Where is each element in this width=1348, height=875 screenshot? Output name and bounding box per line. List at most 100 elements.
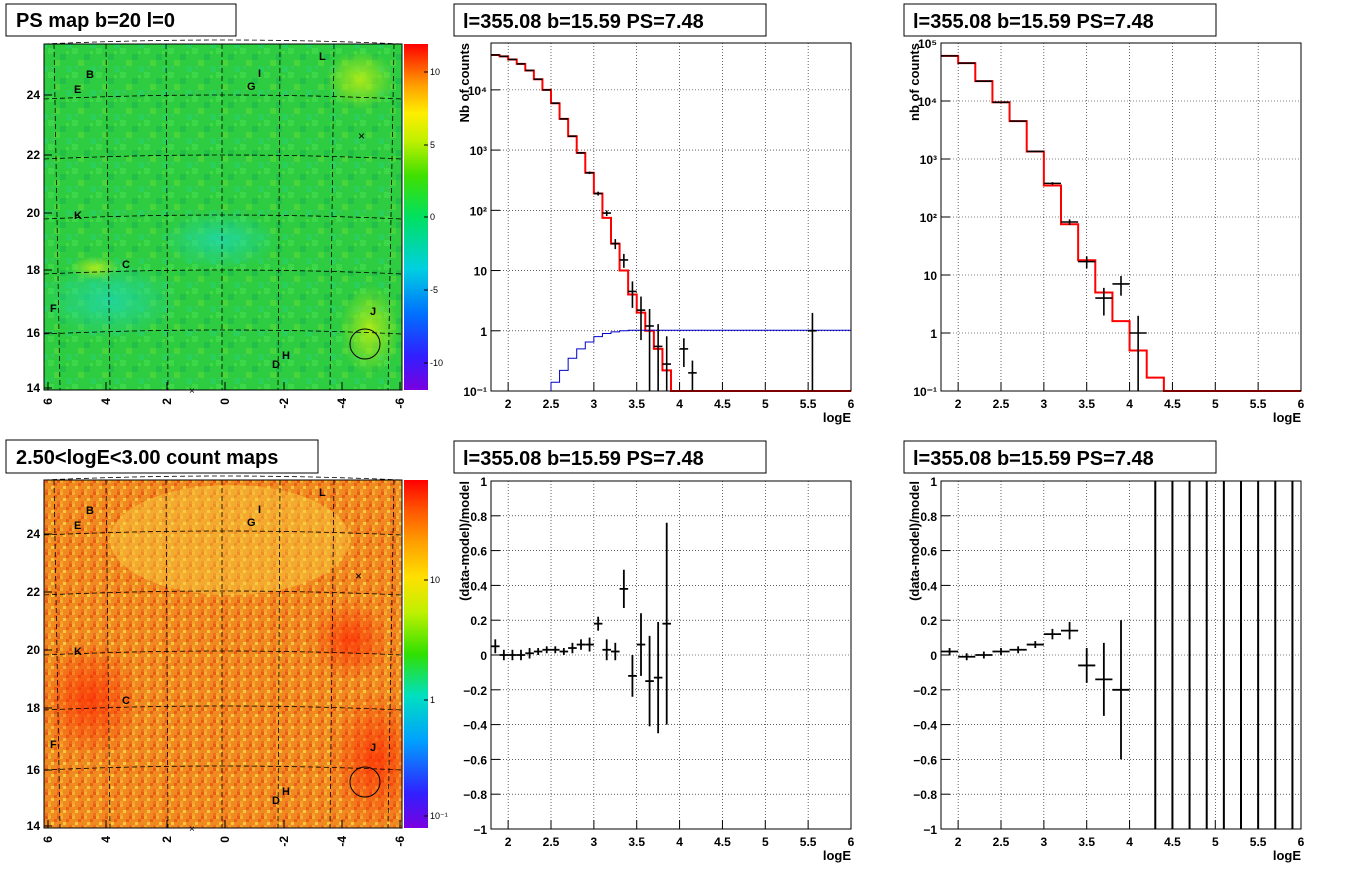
residual-coarse-panel: l=355.08 b=15.59 PS=7.48 2 2.5 3 3.5 4 4.5 5 5.5… xyxy=(903,440,1305,863)
ps-map-source-markers: BE IG L K C F J HD xyxy=(50,51,376,371)
map-grid-line xyxy=(329,479,335,829)
plot-title: l=355.08 b=15.59 PS=7.48 xyxy=(913,11,1154,33)
x-tick-label: 4 xyxy=(676,397,683,411)
map-grid-line xyxy=(53,479,61,829)
source-marker-h: H xyxy=(282,786,290,798)
x-tick-label: 3.5 xyxy=(628,835,645,849)
source-marker-l: L xyxy=(319,487,326,499)
map-y-tick-label: 16 xyxy=(27,763,41,777)
plot-title: l=355.08 b=15.59 PS=7.48 xyxy=(463,11,704,33)
map-grid-line xyxy=(43,39,403,45)
map-x-tick-label: 0 xyxy=(218,836,232,843)
map-grid-line xyxy=(43,765,403,771)
source-marker-h: H xyxy=(282,350,290,362)
map-x-tick-label: -6 xyxy=(393,398,407,409)
x-tick-label: 5.5 xyxy=(1250,835,1267,849)
source-marker-k: K xyxy=(74,646,82,658)
map-grid-line xyxy=(165,479,169,829)
y-tick-label: 0.2 xyxy=(470,614,487,628)
y-tick-label: 0.4 xyxy=(470,579,487,593)
x-tick-label: 5 xyxy=(1212,835,1219,849)
x-tick-label: 3 xyxy=(1041,397,1048,411)
x-tick-label: 2.5 xyxy=(993,835,1010,849)
x-tick-label: 5.5 xyxy=(800,397,817,411)
count-map-bright-patch xyxy=(40,640,140,760)
count-map-cross-marker: × xyxy=(355,569,362,583)
source-marker-d: D xyxy=(272,359,280,371)
map-grid-line xyxy=(105,479,111,829)
source-marker-i: I xyxy=(258,504,261,516)
map-x-tick-label: -2 xyxy=(277,836,291,847)
source-marker-f: F xyxy=(50,739,57,751)
y-tick-label: 10⁴ xyxy=(468,84,487,98)
map-grid-line xyxy=(277,43,281,391)
map-x-tick-label: 2 xyxy=(160,836,174,843)
ps-map-title: PS map b=20 l=0 xyxy=(16,10,175,32)
colorbar-tick-label: 0 xyxy=(430,212,435,222)
plot-title-box xyxy=(903,3,1217,37)
count-map-source-markers: BE IG L K C F J HD xyxy=(50,487,376,807)
y-tick-label: −0.6 xyxy=(463,753,487,767)
y-axis-label: (data-model)/model xyxy=(907,481,922,601)
x-axis-label: logE xyxy=(1273,410,1301,425)
plot-title-box xyxy=(453,3,767,37)
colorbar-tick-label: -5 xyxy=(430,285,438,295)
y-tick-label: −1 xyxy=(473,823,487,837)
ps-map-cool-patch xyxy=(40,260,180,340)
plot-title-box xyxy=(903,440,1217,474)
x-tick-label: 6 xyxy=(1298,835,1305,849)
x-tick-label: 2 xyxy=(505,835,512,849)
x-tick-label: 4.5 xyxy=(1164,397,1181,411)
map-grid-line xyxy=(43,590,403,596)
y-tick-label: 10⁵ xyxy=(918,37,937,51)
plot-title: l=355.08 b=15.59 PS=7.48 xyxy=(913,448,1154,470)
map-y-tick-label: 20 xyxy=(27,643,41,657)
y-tick-label: 0.8 xyxy=(920,510,937,524)
ps-map-colorbar-ticks: 10 5 0 -5 -10 xyxy=(424,67,443,368)
source-marker-b: B xyxy=(86,69,94,81)
y-tick-label: −0.6 xyxy=(913,753,937,767)
ps-map-cross-marker: × xyxy=(189,386,195,397)
plot-frame xyxy=(940,480,1302,830)
x-tick-label: 4.5 xyxy=(1164,835,1181,849)
map-grid-line xyxy=(329,43,335,391)
map-x-tick-label: 0 xyxy=(218,398,232,405)
map-y-tick-label: 22 xyxy=(27,148,41,162)
source-marker-d: D xyxy=(272,795,280,807)
map-x-tick-label: 6 xyxy=(41,836,55,843)
source-marker-e: E xyxy=(74,520,81,532)
y-tick-label: 0.6 xyxy=(470,545,487,559)
plot-frame xyxy=(490,480,852,830)
x-tick-label: 5 xyxy=(1212,397,1219,411)
x-tick-label: 3 xyxy=(591,397,598,411)
y-tick-label: 1 xyxy=(480,475,487,489)
map-y-tick-label: 18 xyxy=(27,701,41,715)
ps-map-source-circle xyxy=(349,328,381,360)
y-tick-label: −0.8 xyxy=(913,788,937,802)
count-map-colorbar-ticks: 10 1 10⁻¹ xyxy=(424,575,448,821)
x-tick-label: 5.5 xyxy=(1250,397,1267,411)
map-y-tick-label: 22 xyxy=(27,585,41,599)
x-tick-label: 2 xyxy=(955,835,962,849)
y-tick-label: 10² xyxy=(470,204,487,218)
x-tick-label: 3.5 xyxy=(1078,835,1095,849)
y-tick-label: −0.2 xyxy=(913,684,937,698)
ps-map-warm-patch xyxy=(70,256,120,280)
map-y-tick-label: 18 xyxy=(27,263,41,277)
map-x-tick-label: 2 xyxy=(160,398,174,405)
plot-title-box xyxy=(453,440,767,474)
y-tick-label: 10⁴ xyxy=(918,95,937,109)
map-x-tick-label: -4 xyxy=(335,836,349,847)
source-marker-c: C xyxy=(122,695,130,707)
colorbar-tick-label: 10 xyxy=(430,575,440,585)
ps-map-cool-patch xyxy=(160,210,280,270)
source-marker-g: G xyxy=(247,517,256,529)
y-tick-label: 10 xyxy=(474,265,488,279)
map-y-tick-label: 16 xyxy=(27,326,41,340)
x-tick-label: 2 xyxy=(505,397,512,411)
colorbar-tick-label: 10⁻¹ xyxy=(430,811,448,821)
map-grid-line xyxy=(43,705,403,711)
map-grid-line xyxy=(43,475,403,481)
